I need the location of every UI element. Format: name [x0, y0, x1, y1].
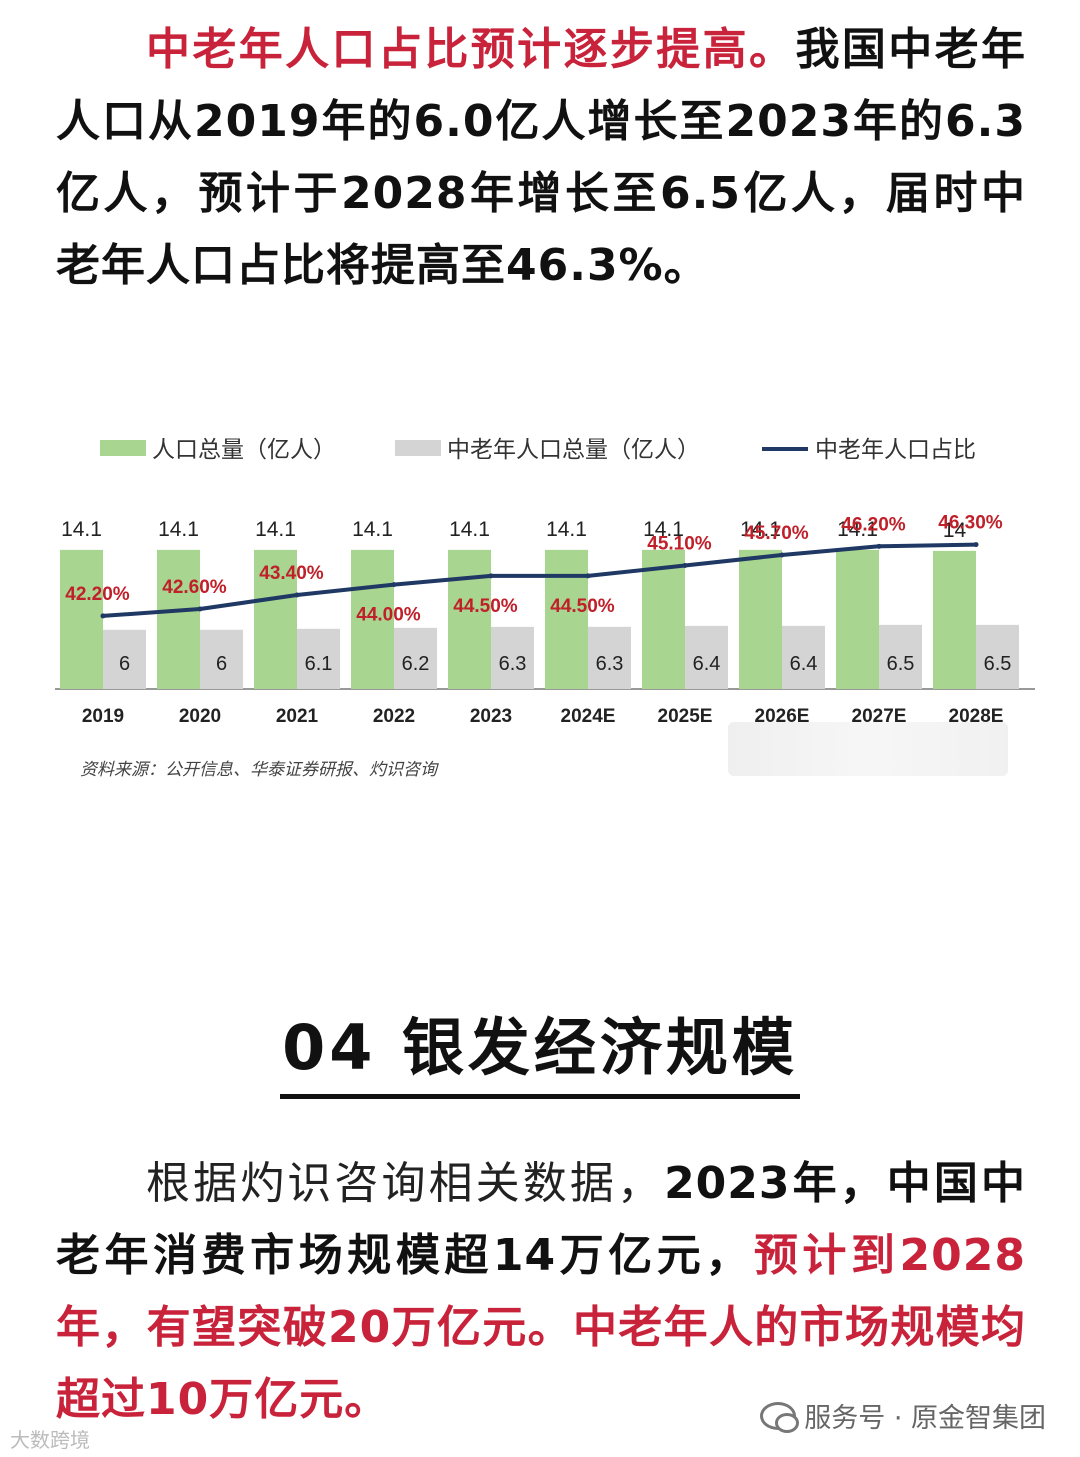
x-tick-2022: 2022 [373, 706, 415, 727]
ratio-point-2028E [973, 542, 979, 548]
intro-text: 我国中老年人口从2019年的6.0亿人增长至2023年的6.3亿人，预计于202… [56, 24, 1027, 291]
bar-total-label-2025E: 14.1 [643, 518, 684, 541]
intro-highlight: 中老年人口占比预计逐步提高。 [146, 24, 796, 75]
bar-elderly-2021 [297, 628, 340, 689]
x-tick-2026E: 2026E [755, 706, 810, 727]
bar-total-2022 [351, 549, 394, 689]
bar-elderly-label-2019: 6 [119, 653, 130, 675]
bar-elderly-2023 [491, 626, 534, 689]
wechat-icon [760, 1401, 800, 1433]
bar-total-label-2021: 14.1 [255, 518, 296, 541]
x-tick-2020: 2020 [179, 706, 221, 727]
legend-label-elderly: 中老年人口总量（亿人） [447, 436, 700, 462]
bar-elderly-label-2021: 6.1 [305, 653, 333, 675]
bar-total-2021 [254, 549, 297, 689]
bar-total-2027E [836, 549, 879, 689]
ratio-label-2024E: 44.50% [550, 596, 615, 617]
section-heading: 04 银发经济规模 [0, 1008, 1080, 1099]
bar-elderly-label-2026E: 6.4 [790, 653, 818, 675]
bar-elderly-label-2028E: 6.5 [984, 653, 1012, 675]
bar-total-2019 [60, 549, 103, 689]
ratio-point-2019 [100, 613, 106, 619]
watermark-right-text: 服务号 · 原金智集团 [804, 1403, 1046, 1434]
ratio-point-2024E [585, 573, 591, 579]
x-tick-2023: 2023 [470, 706, 512, 727]
watermark-left: 大数跨境 [10, 1424, 90, 1453]
legend-swatch-elderly [395, 440, 441, 456]
blurred-watermark [728, 722, 1008, 776]
bar-elderly-label-2022: 6.2 [402, 653, 430, 675]
bar-elderly-label-2025E: 6.4 [693, 653, 721, 675]
intro-paragraph: 中老年人口占比预计逐步提高。我国中老年人口从2019年的6.0亿人增长至2023… [56, 14, 1026, 302]
bar-elderly-2019 [103, 629, 146, 689]
bar-total-2025E [642, 549, 685, 689]
bar-total-2028E [933, 550, 976, 689]
watermark-right: 服务号 · 原金智集团 [760, 1396, 1046, 1435]
bar-elderly-2025E [685, 625, 728, 689]
x-tick-2021: 2021 [276, 706, 319, 727]
ratio-label-2026E: 45.70% [744, 523, 809, 544]
bar-elderly-label-2023: 6.3 [499, 653, 527, 675]
x-tick-2027E: 2027E [852, 706, 907, 727]
bar-elderly-label-2020: 6 [216, 653, 227, 675]
market-paragraph: 根据灼识咨询相关数据，2023年，中国中老年消费市场规模超14万亿元，预计到20… [56, 1148, 1026, 1436]
bar-elderly-2028E [976, 624, 1019, 689]
bar-total-label-2023: 14.1 [449, 518, 490, 541]
bar-elderly-label-2027E: 6.5 [887, 653, 915, 675]
bar-elderly-2024E [588, 626, 631, 689]
ratio-label-2027E: 46.20% [841, 514, 906, 535]
legend-swatch-total [100, 440, 146, 456]
bar-total-2026E [739, 549, 782, 689]
bar-total-label-2027E: 14.1 [837, 518, 878, 541]
bar-total-label-2024E: 14.1 [546, 518, 587, 541]
x-tick-2019: 2019 [82, 706, 124, 727]
population-chart: 人口总量（亿人） 中老年人口总量（亿人） 中老年人口占比 14.1 6 2019 14.1 6… [55, 436, 1035, 727]
bar-total-label-2028E: 14 [943, 519, 967, 542]
bar-total-label-2020: 14.1 [158, 518, 199, 541]
ratio-point-2021 [294, 592, 300, 598]
ratio-label-2025E: 45.10% [647, 533, 712, 554]
watermark-left-text: 大数跨境 [10, 1428, 90, 1452]
ratio-point-2022 [391, 582, 397, 588]
market-highlight: 预计到2028年，有望突破20万亿元。中老年人的市场规模均超过10万亿元。 [56, 1230, 1026, 1425]
bar-elderly-2022 [394, 627, 437, 689]
x-tick-2028E: 2028E [949, 706, 1004, 727]
bar-elderly-2026E [782, 625, 825, 689]
ratio-point-2023 [488, 573, 494, 579]
ratio-label-2022: 44.00% [356, 605, 421, 626]
bar-total-2023 [448, 549, 491, 689]
ratio-point-2020 [197, 606, 203, 612]
ratio-point-2026E [779, 552, 785, 558]
bar-total-label-2026E: 14.1 [740, 518, 781, 541]
market-text: 2023年，中国中老年消费市场规模超14万亿元， [56, 1158, 1027, 1281]
bar-total-label-2022: 14.1 [352, 518, 393, 541]
bar-total-2020 [157, 549, 200, 689]
bar-total-label-2019: 14.1 [61, 518, 102, 541]
x-tick-2025E: 2025E [658, 706, 713, 727]
legend-label-total: 人口总量（亿人） [152, 436, 336, 462]
ratio-label-2019: 42.20% [65, 584, 130, 605]
chart-source: 资料来源：公开信息、华泰证券研报、灼识咨询 [80, 760, 437, 780]
market-lead: 根据灼识咨询相关数据， [146, 1158, 665, 1209]
x-tick-2024E: 2024E [561, 706, 616, 727]
bar-total-2024E [545, 549, 588, 689]
ratio-label-2020: 42.60% [162, 577, 227, 598]
legend-label-ratio: 中老年人口占比 [815, 436, 976, 462]
section-title: 04 银发经济规模 [280, 1008, 800, 1099]
ratio-point-2027E [876, 543, 882, 549]
ratio-point-2025E [682, 562, 688, 568]
ratio-label-2023: 44.50% [453, 596, 518, 617]
bar-elderly-2020 [200, 629, 243, 689]
bar-elderly-2027E [879, 624, 922, 689]
bar-elderly-label-2024E: 6.3 [596, 653, 624, 675]
ratio-label-2028E: 46.30% [938, 513, 1003, 534]
ratio-line [102, 542, 977, 618]
ratio-label-2021: 43.40% [259, 563, 324, 584]
